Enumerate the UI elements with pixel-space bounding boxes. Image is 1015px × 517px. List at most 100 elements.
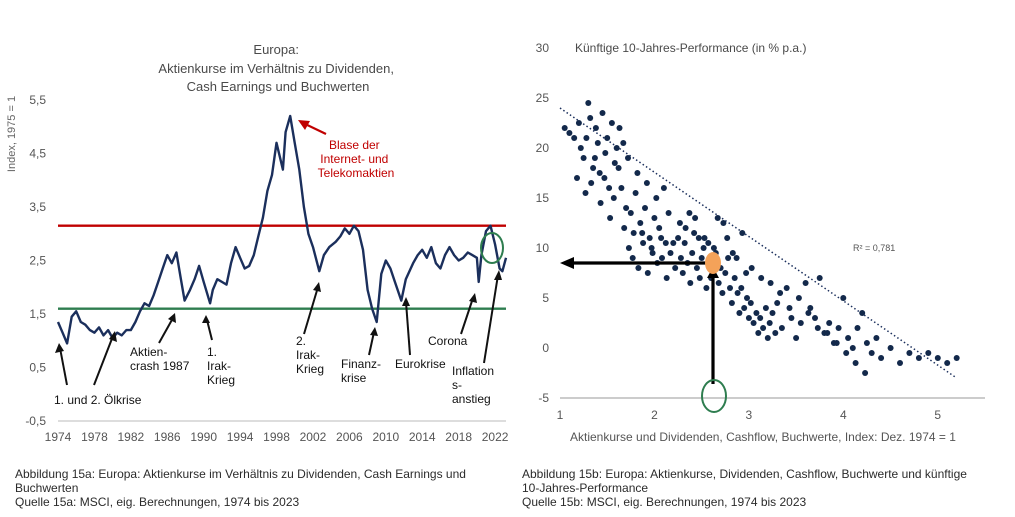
left-y-tick-label: 4,5 — [29, 147, 46, 161]
annotation-iraq-1: 1. Irak- Krieg — [207, 345, 235, 387]
annotation-crash-line-1: Aktien- — [130, 345, 167, 359]
annotation-iraq-2-line-2: Irak- — [296, 348, 320, 362]
scatter-point — [786, 305, 793, 311]
annotation-financial-line-2: krise — [341, 371, 367, 385]
scatter-point — [944, 360, 951, 366]
scatter-point — [658, 235, 665, 241]
iraq2-arrowhead — [313, 282, 321, 292]
scatter-point — [769, 310, 776, 316]
scatter-point — [696, 275, 703, 281]
scatter-point — [724, 235, 731, 241]
left-x-tick-label: 1978 — [81, 430, 108, 444]
right-y-tick-label: -5 — [538, 391, 549, 405]
oil-crisis-arrow-1 — [59, 347, 68, 386]
scatter-point — [835, 325, 842, 331]
left-y-tick-label: 1,5 — [29, 307, 46, 321]
scatter-point — [676, 220, 683, 226]
annotation-bubble-line-3: Telekomaktien — [318, 166, 395, 180]
scatter-point — [738, 285, 745, 291]
left-y-tick-label: -0,5 — [25, 414, 46, 428]
annotation-iraq-1-line-1: 1. — [207, 345, 217, 359]
left-title-line-3: Cash Earnings und Buchwerten — [187, 79, 370, 94]
right-x-tick-label: 1 — [557, 408, 564, 422]
scatter-point — [750, 320, 757, 326]
scatter-point — [739, 230, 746, 236]
right-x-tick-label: 2 — [651, 408, 658, 422]
scatter-point — [601, 175, 608, 181]
right-y-tick-label: 10 — [536, 241, 550, 255]
scatter-point — [826, 320, 833, 326]
scatter-point — [575, 120, 582, 126]
scatter-point — [862, 370, 869, 376]
annotation-crash-1987: Aktien- crash 1987 — [130, 345, 190, 373]
scatter-point — [843, 350, 850, 356]
scatter-point — [736, 310, 743, 316]
scatter-point — [795, 295, 802, 301]
left-y-tick-label: 2,5 — [29, 254, 46, 268]
left-caption-line-1: Abbildung 15a: Europa: Aktienkurse im Ve… — [15, 467, 466, 481]
scatter-point — [670, 240, 677, 246]
scatter-point — [625, 155, 631, 161]
inflation-highlight-circle — [480, 232, 504, 264]
scatter-point — [574, 175, 580, 181]
scatter-point — [616, 125, 623, 131]
right-y-tick-label: 0 — [542, 341, 549, 355]
scatter-point — [620, 140, 627, 146]
scatter-point — [783, 285, 790, 291]
scatter-point — [610, 195, 617, 201]
annotation-financial-line-1: Finanz- — [341, 357, 381, 371]
scatter-point — [681, 240, 688, 246]
scatter-point — [686, 210, 693, 216]
scatter-point — [845, 335, 852, 341]
annotation-euro-crisis: Eurokrise — [395, 357, 446, 371]
annotation-iraq-1-line-2: Irak- — [207, 359, 231, 373]
scatter-point — [561, 125, 568, 131]
inflation-arrowhead — [494, 270, 502, 280]
left-x-tick-label: 1990 — [190, 430, 217, 444]
scatter-point — [703, 285, 710, 291]
scatter-point — [854, 325, 861, 331]
left-annotations: Blase der Internet- und Telekomaktien 1.… — [54, 120, 504, 407]
right-chart-title: Künftige 10-Jahres-Performance (in % p.a… — [575, 41, 806, 55]
annotation-iraq-1-line-3: Krieg — [207, 373, 235, 387]
annotation-oil-crisis: 1. und 2. Ölkrise — [54, 393, 142, 407]
right-y-tick-label: 30 — [536, 41, 550, 55]
scatter-point — [689, 250, 696, 256]
scatter-point — [582, 190, 589, 196]
scatter-point — [934, 355, 941, 361]
left-caption-line-2: Buchwerten — [15, 481, 79, 495]
scatter-point — [630, 230, 637, 236]
scatter-point — [656, 225, 663, 231]
annotation-iraq-2-line-1: 2. — [296, 334, 306, 348]
right-x-axis-label: Aktienkurse und Dividenden, Cashflow, Bu… — [570, 430, 956, 444]
scatter-point — [859, 310, 866, 316]
scatter-point — [665, 210, 672, 216]
scatter-point — [778, 325, 785, 331]
right-caption-line-3: Quelle 15b: MSCI, eig. Berechnungen, 197… — [522, 495, 807, 509]
scatter-point — [722, 270, 729, 276]
scatter-point — [646, 235, 653, 241]
scatter-point — [698, 255, 705, 261]
annotation-crash-line-2: crash 1987 — [130, 359, 190, 373]
scatter-point — [623, 205, 630, 211]
scatter-point — [642, 205, 648, 211]
scatter-point — [583, 135, 590, 141]
scatter-point — [625, 245, 632, 251]
scatter-point — [591, 155, 598, 161]
left-x-tick-label: 2018 — [445, 430, 472, 444]
scatter-point — [953, 355, 960, 361]
scatter-point — [602, 150, 609, 156]
left-x-tick-label: 2022 — [482, 430, 509, 444]
x-axis-highlight-circle — [701, 379, 727, 413]
scatter-point — [585, 100, 592, 106]
oil-crisis-arrowhead-1 — [55, 343, 64, 353]
left-title-line-1: Europa: — [253, 42, 299, 57]
corona-arrow — [460, 297, 474, 335]
scatter-point — [758, 275, 765, 281]
scatter-point — [840, 295, 847, 301]
scatter-point — [632, 190, 639, 196]
annotation-inflation-line-1: Inflation — [452, 364, 494, 378]
scatter-point — [812, 315, 818, 321]
annotation-corona: Corona — [428, 334, 468, 348]
scatter-point — [748, 265, 755, 271]
